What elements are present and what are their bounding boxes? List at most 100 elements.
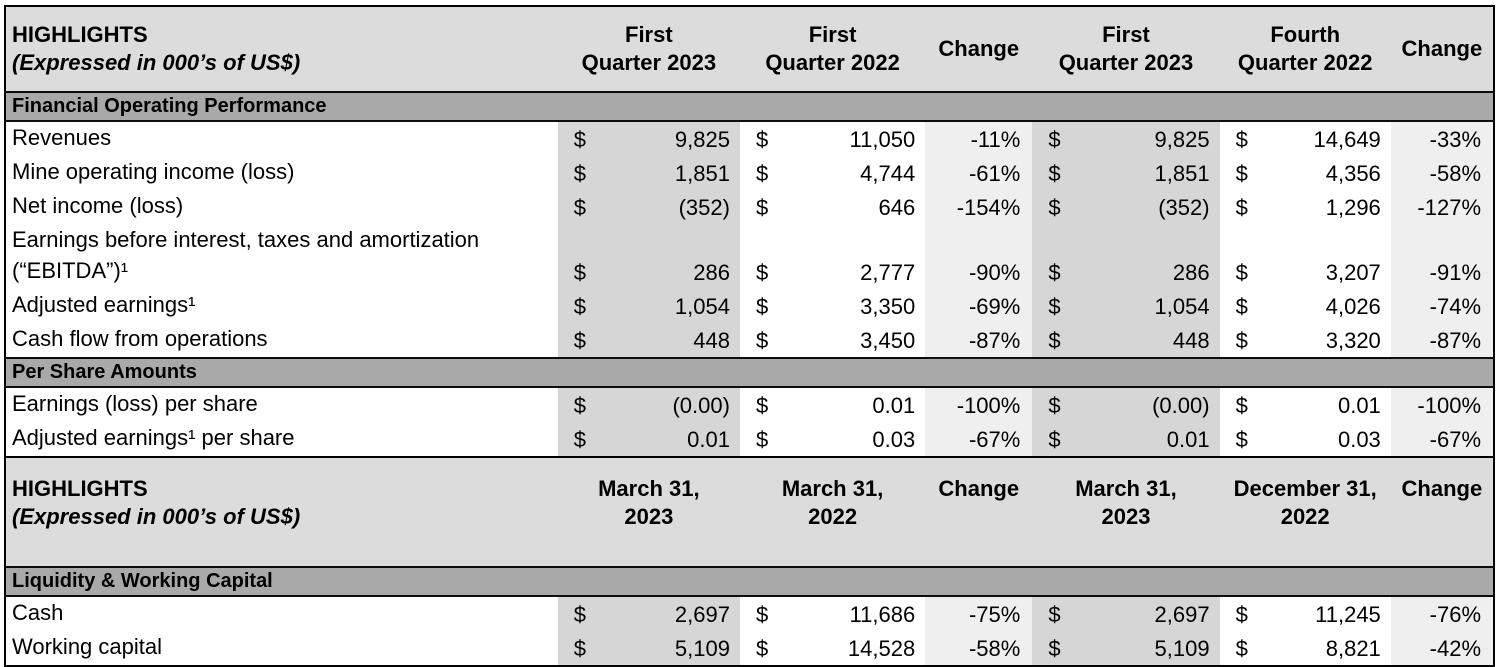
value-cell: 0.03 [1283, 422, 1391, 457]
section-header-row: Liquidity & Working Capital [5, 566, 1494, 597]
value-cell: 3,450 [802, 323, 926, 358]
value-cell: (352) [1096, 190, 1220, 224]
column-header-change-1: Change [925, 458, 1033, 567]
value-cell: (0.00) [1096, 387, 1220, 422]
currency-symbol: $ [1219, 156, 1284, 190]
table-subtitle-text: (Expressed in 000’s of US$) [12, 504, 301, 529]
currency-symbol: $ [739, 156, 803, 190]
change-cell: -100% [1390, 387, 1494, 422]
value-cell: 1,851 [619, 156, 740, 190]
currency-symbol: $ [739, 323, 803, 358]
table-title-text: HIGHLIGHTS [12, 476, 148, 501]
value-cell: 2,777 [802, 224, 926, 289]
section-header-liquidity-working-capital: Liquidity & Working Capital [5, 566, 1494, 597]
value-cell: 1,851 [1096, 156, 1220, 190]
currency-symbol: $ [739, 387, 803, 422]
change-cell: -127% [1390, 190, 1494, 224]
row-label: Adjusted earnings¹ [5, 289, 558, 323]
currency-symbol: $ [1032, 224, 1097, 289]
currency-symbol: $ [1219, 422, 1284, 457]
currency-symbol: $ [1032, 121, 1097, 156]
value-cell: 5,109 [1096, 631, 1220, 666]
column-header-q4-2022: Fourth Quarter 2022 [1219, 6, 1391, 92]
currency-symbol: $ [1219, 387, 1284, 422]
currency-symbol: $ [1219, 323, 1284, 358]
currency-symbol: $ [557, 289, 620, 323]
column-header-mar-31-2022: March 31, 2022 [739, 458, 926, 567]
row-label: Cash [5, 596, 558, 631]
section-header-financial-operating-performance: Financial Operating Performance [5, 91, 1494, 122]
value-cell: 646 [802, 190, 926, 224]
column-header-q1-2023: First Quarter 2023 [557, 6, 740, 92]
value-cell: 0.01 [1096, 422, 1220, 457]
table-subtitle-text: (Expressed in 000’s of US$) [12, 50, 301, 75]
table-title-text: HIGHLIGHTS [12, 22, 148, 47]
row-label: Mine operating income (loss) [5, 156, 558, 190]
currency-symbol: $ [1032, 323, 1097, 358]
change-cell: -87% [1390, 323, 1494, 358]
value-cell: 1,054 [619, 289, 740, 323]
currency-symbol: $ [557, 190, 620, 224]
value-cell: (352) [619, 190, 740, 224]
currency-symbol: $ [1219, 224, 1284, 289]
change-cell: -69% [925, 289, 1033, 323]
change-cell: -58% [925, 631, 1033, 666]
currency-symbol: $ [557, 596, 620, 631]
column-header-mar-31-2023: March 31, 2023 [557, 458, 740, 567]
currency-symbol: $ [1032, 156, 1097, 190]
value-cell: 0.01 [619, 422, 740, 457]
currency-symbol: $ [557, 323, 620, 358]
change-cell: -76% [1390, 596, 1494, 631]
currency-symbol: $ [557, 631, 620, 666]
change-cell: -75% [925, 596, 1033, 631]
change-cell: -61% [925, 156, 1033, 190]
currency-symbol: $ [739, 121, 803, 156]
currency-symbol: $ [739, 422, 803, 457]
value-cell: 3,207 [1283, 224, 1391, 289]
currency-symbol: $ [557, 422, 620, 457]
currency-symbol: $ [557, 121, 620, 156]
value-cell: 4,744 [802, 156, 926, 190]
currency-symbol: $ [739, 631, 803, 666]
table-row-adjusted-earnings: Adjusted earnings¹ $ 1,054 $ 3,350 -69% … [5, 289, 1494, 323]
currency-symbol: $ [1219, 631, 1284, 666]
currency-symbol: $ [1032, 190, 1097, 224]
value-cell: 0.03 [802, 422, 926, 457]
value-cell: 11,686 [802, 596, 926, 631]
table-row-earnings-per-share: Earnings (loss) per share $ (0.00) $ 0.0… [5, 387, 1494, 422]
currency-symbol: $ [1032, 387, 1097, 422]
table-row-working-capital: Working capital $ 5,109 $ 14,528 -58% $ … [5, 631, 1494, 666]
table-row-cash-flow-operations: Cash flow from operations $ 448 $ 3,450 … [5, 323, 1494, 358]
currency-symbol: $ [1032, 631, 1097, 666]
currency-symbol: $ [1032, 422, 1097, 457]
column-header-q1-2023-vs-q4: First Quarter 2023 [1032, 6, 1220, 92]
value-cell: 0.01 [1283, 387, 1391, 422]
currency-symbol: $ [739, 596, 803, 631]
change-cell: -11% [925, 121, 1033, 156]
value-cell: 0.01 [802, 387, 926, 422]
change-cell: -67% [1390, 422, 1494, 457]
table-row-net-income: Net income (loss) $ (352) $ 646 -154% $ … [5, 190, 1494, 224]
change-cell: -42% [1390, 631, 1494, 666]
section-header-per-share-amounts: Per Share Amounts [5, 357, 1494, 388]
table-row-cash: Cash $ 2,697 $ 11,686 -75% $ 2,697 $ 11,… [5, 596, 1494, 631]
change-cell: -154% [925, 190, 1033, 224]
change-cell: -58% [1390, 156, 1494, 190]
change-cell: -33% [1390, 121, 1494, 156]
currency-symbol: $ [557, 156, 620, 190]
change-cell: -91% [1390, 224, 1494, 289]
currency-symbol: $ [557, 224, 620, 289]
table-row-revenues: Revenues $ 9,825 $ 11,050 -11% $ 9,825 $… [5, 121, 1494, 156]
section-header-row: Per Share Amounts [5, 357, 1494, 388]
quarterly-highlights-table: HIGHLIGHTS (Expressed in 000’s of US$) F… [4, 5, 1495, 458]
value-cell: 11,245 [1283, 596, 1391, 631]
column-header-dec-31-2022: December 31, 2022 [1219, 458, 1391, 567]
value-cell: 3,350 [802, 289, 926, 323]
change-cell: -87% [925, 323, 1033, 358]
table-row-ebitda: Earnings before interest, taxes and amor… [5, 224, 1494, 289]
value-cell: 4,026 [1283, 289, 1391, 323]
currency-symbol: $ [1219, 121, 1284, 156]
value-cell: 8,821 [1283, 631, 1391, 666]
row-label: Earnings before interest, taxes and amor… [5, 224, 558, 289]
value-cell: 286 [619, 224, 740, 289]
